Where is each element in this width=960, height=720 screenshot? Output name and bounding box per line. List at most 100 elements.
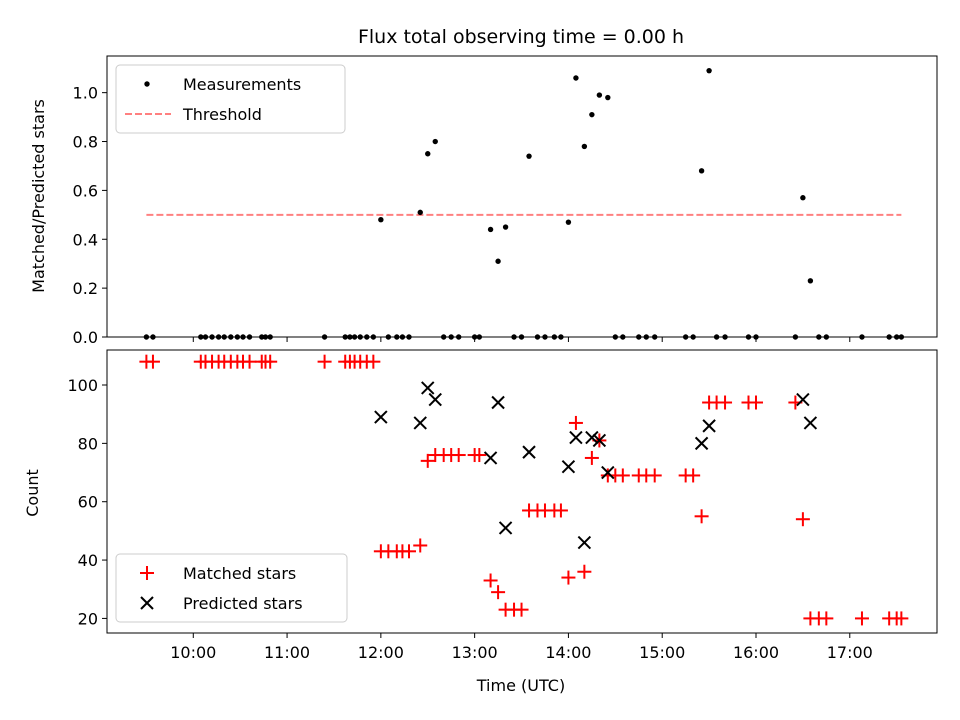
measurement-point <box>487 226 494 233</box>
measurement-point <box>234 334 241 340</box>
matched-star-point <box>553 503 568 518</box>
measurement-point <box>502 224 509 230</box>
ratio-panel: 0.0 0.2 0.4 0.6 0.8 1.0 Matched/Predicted sta… <box>29 55 938 347</box>
predicted-star-point <box>577 535 592 550</box>
measurement-point <box>385 334 392 340</box>
matched-star-point <box>514 602 529 617</box>
count-legend: Matched stars Predicted stars <box>115 553 348 623</box>
measurement-point <box>859 334 865 340</box>
measurements-legend-marker <box>144 81 150 87</box>
measurement-point <box>364 334 370 340</box>
threshold-legend-label: Threshold <box>182 105 262 124</box>
count-y-axis: 20 40 60 80 100 <box>67 376 107 628</box>
measurement-point <box>495 258 501 264</box>
predicted-star-point <box>702 419 716 433</box>
count-y-tick-label: 60 <box>78 493 98 512</box>
predicted-star-point <box>694 436 709 451</box>
measurement-point <box>565 219 572 225</box>
measurement-point <box>542 334 548 340</box>
measurement-point <box>612 334 619 340</box>
count-marks <box>139 354 909 626</box>
measurement-point <box>150 334 156 340</box>
count-x-tick-label: 13:00 <box>452 643 498 662</box>
measurement-point <box>370 334 377 340</box>
measurement-point <box>605 94 611 101</box>
measurement-point <box>589 111 595 118</box>
predicted-star-point <box>374 410 388 424</box>
matched-star-point <box>413 538 428 553</box>
measurement-point <box>143 334 150 340</box>
measurement-point <box>518 334 525 340</box>
measurement-point <box>432 138 438 145</box>
count-y-tick-label: 20 <box>78 609 98 628</box>
predicted-star-point <box>585 430 599 445</box>
measurement-point <box>682 334 689 340</box>
measurement-point <box>202 334 209 340</box>
count-x-tick-label: 16:00 <box>733 643 779 662</box>
count-y-tick-label: 80 <box>78 434 98 453</box>
ratio-y-tick-label: 0.4 <box>73 230 98 249</box>
measurement-point <box>526 153 532 159</box>
measurement-point <box>643 334 649 340</box>
measurement-point <box>228 334 234 340</box>
matched-star-point <box>694 509 709 524</box>
matched-star-point <box>584 450 599 465</box>
predicted-star-point <box>483 451 498 465</box>
measurement-point <box>800 195 806 201</box>
measurement-point <box>581 143 588 150</box>
measurement-point <box>823 334 830 340</box>
predicted-star-point <box>803 416 818 430</box>
measurement-point <box>440 334 447 340</box>
count-legend-box <box>115 553 348 623</box>
matched-star-point <box>615 468 630 483</box>
predicted-star-point <box>592 433 607 448</box>
count-x-tick-label: 12:00 <box>358 643 404 662</box>
ratio-marks <box>143 67 905 340</box>
predicted-star-point <box>491 395 505 410</box>
measurement-point <box>342 334 348 340</box>
matched-star-point <box>401 544 416 559</box>
measurement-point <box>378 217 384 223</box>
measurement-point <box>240 334 246 340</box>
count-x-tick-label: 14:00 <box>545 643 591 662</box>
ratio-y-tick-label: 0.8 <box>73 133 98 152</box>
measurement-point <box>706 67 712 74</box>
measurement-point <box>351 334 358 340</box>
measurement-point <box>898 334 905 340</box>
matched-star-point <box>819 611 834 626</box>
measurement-point <box>476 334 483 340</box>
matched-star-point <box>491 585 506 600</box>
matched-star-point <box>854 611 869 626</box>
measurement-point <box>551 334 558 340</box>
count-x-tick-label: 17:00 <box>827 643 873 662</box>
measurement-point <box>690 334 696 340</box>
matched-star-point <box>795 512 810 527</box>
measurement-point <box>652 334 658 340</box>
predicted-star-point <box>522 445 536 459</box>
measurement-point <box>792 334 799 340</box>
matched-star-point <box>145 354 160 369</box>
matched-star-point <box>568 415 583 430</box>
ratio-legend: Measurements Threshold <box>115 64 346 134</box>
predicted-star-point <box>421 381 435 395</box>
matched-star-point <box>451 448 466 463</box>
measurement-point <box>406 334 412 340</box>
measurement-point <box>394 334 400 340</box>
count-x-tick-label: 11:00 <box>264 643 310 662</box>
measurements-legend-label: Measurements <box>183 75 301 94</box>
measurement-point <box>425 151 431 157</box>
count-y-tick-label: 100 <box>67 376 98 395</box>
count-x-axis: 10:00 11:00 12:00 13:00 14:00 15:00 16:00 17:00 <box>170 633 873 662</box>
matched-star-point <box>472 448 487 463</box>
ratio-legend-box <box>115 64 346 134</box>
matched-star-point <box>686 468 701 483</box>
ratio-x-axis <box>192 337 851 342</box>
predicted-star-point <box>569 430 583 445</box>
count-y-axis-label: Count <box>23 469 42 517</box>
count-x-tick-label: 10:00 <box>170 643 216 662</box>
ratio-y-axis: 0.0 0.2 0.4 0.6 0.8 1.0 <box>73 84 107 347</box>
measurement-point <box>713 334 720 340</box>
matched-star-point <box>748 395 763 410</box>
predicted-legend-label: Predicted stars <box>183 594 303 613</box>
predicted-legend-marker <box>140 596 154 610</box>
